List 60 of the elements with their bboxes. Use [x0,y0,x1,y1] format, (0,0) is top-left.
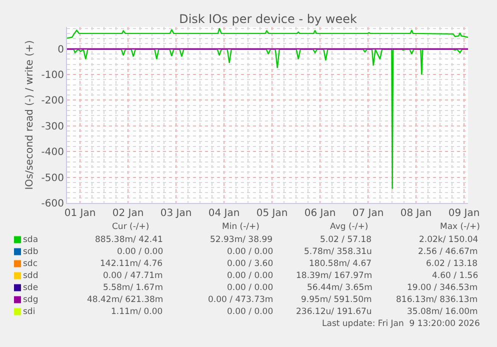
text: 4.60 / 1.56 [432,271,478,281]
x-tick-label: 05 Jan [256,208,288,219]
text: 18.39m/ 167.97m [296,271,372,281]
line-series [67,48,468,190]
text: 816.13m/ 836.13m [396,295,478,305]
y-tick-label: -200 [41,96,64,107]
text: 180.58m/ 4.67 [309,259,372,269]
y-tick-label: -300 [41,121,64,132]
text: 0.00 / 0.00 [227,247,274,257]
x-tick-label: 06 Jan [304,208,336,219]
text: 56.44m/ 3.65m [307,283,372,293]
text: 5.02 / 57.18 [320,235,372,245]
text: 9.95m/ 591.50m [301,295,372,305]
legend-label: sdg [23,295,38,305]
x-tick-label: 01 Jan [64,208,96,219]
chart-title: Disk IOs per device - by week [179,12,357,26]
y-tick-label: 0 [58,44,64,56]
y-tick-label: -100 [41,70,64,82]
text: 5.78m/ 358.31u [304,247,372,257]
text: 142.11m/ 4.76 [100,259,163,269]
y-axis-title: IOs/second read (-) / write (+) [24,40,36,190]
text: 48.42m/ 621.38m [87,295,164,305]
text: 0.00 / 0.00 [227,307,274,317]
text: 52.93m/ 38.99 [210,235,273,245]
legend-label: sdd [23,271,38,281]
text: Last update: Fri Jan 9 13:20:00 2026 [322,319,480,329]
legend-label: sdc [23,259,38,269]
text: 0.00 / 473.73m [208,295,274,305]
line-series [67,28,468,39]
y-tick-label: -600 [41,198,64,210]
text: 35.08m/ 16.00m [407,307,478,317]
x-tick-label: 03 Jan [160,208,192,219]
y-tick-label: -400 [41,147,64,158]
legend-label: sda [23,235,38,245]
text: 2.56 / 46.67m [418,247,478,257]
text: 1.11m/ 0.00 [111,307,163,317]
text: Max (-/+) [440,222,480,232]
text: 6.02 / 13.18 [426,259,478,269]
text: 0.00 / 0.00 [117,247,164,257]
x-tick-label: 04 Jan [208,208,240,219]
text: 0.00 / 3.60 [227,259,274,269]
text: 0.00 / 0.00 [227,283,274,293]
x-tick-label: 07 Jan [352,208,384,219]
text: 885.38m/ 42.41 [95,235,163,245]
text: 5.58m/ 1.67m [103,283,163,293]
x-tick-label: 08 Jan [400,208,432,219]
legend-label: sdi [23,307,36,317]
x-tick-label: 09 Jan [448,208,480,219]
text: 0.00 / 0.00 [227,271,274,281]
y-tick-label: -500 [41,172,64,184]
text: 19.00 / 346.53m [407,283,478,293]
text: Avg (-/+) [330,222,368,232]
legend-label: sde [23,283,38,293]
text: 236.12u/ 191.67u [296,307,372,317]
legend-label: sdb [23,247,38,257]
text: 0.00 / 47.71m [103,271,163,281]
text: 2.02k/ 150.04 [419,235,478,245]
text: Cur (-/+) [112,222,150,232]
x-tick-label: 02 Jan [112,208,144,219]
text: Min (-/+) [222,222,260,232]
